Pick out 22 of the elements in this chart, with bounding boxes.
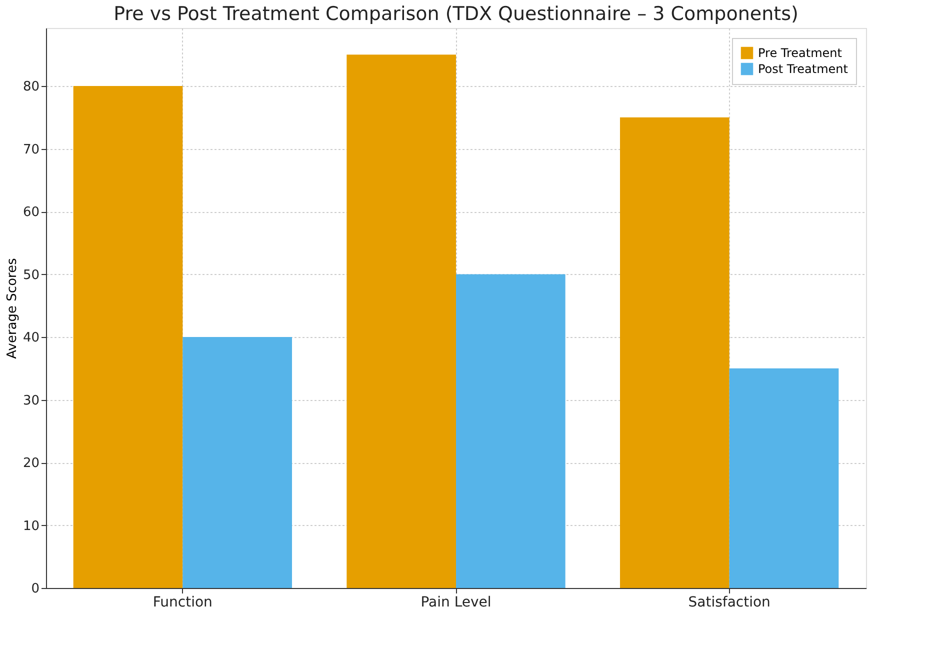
bar <box>620 117 730 588</box>
bar <box>346 54 456 588</box>
bar <box>182 337 292 588</box>
x-tick-label: Function <box>152 594 212 610</box>
chart-title: Pre vs Post Treatment Comparison (TDX Questionnaire – 3 Components) <box>114 3 798 25</box>
y-tick-label: 60 <box>22 205 40 220</box>
legend-label: Post Treatment <box>758 62 848 76</box>
bar <box>456 274 566 588</box>
bar <box>73 86 183 588</box>
x-tick-label: Satisfaction <box>688 594 770 610</box>
x-tick-label: Pain Level <box>420 594 492 610</box>
y-axis-title: Average Scores <box>4 258 20 359</box>
y-tick-label: 40 <box>22 330 40 346</box>
bar <box>729 368 839 588</box>
y-tick-label: 20 <box>22 456 40 472</box>
y-tick-label: 30 <box>22 393 40 408</box>
y-tick-label: 70 <box>22 142 40 158</box>
y-tick-label: 50 <box>22 268 40 283</box>
legend-label: Pre Treatment <box>758 46 842 60</box>
y-tick-label: 80 <box>22 80 40 95</box>
y-tick-label: 0 <box>31 582 40 596</box>
y-tick-label: 10 <box>22 518 40 534</box>
